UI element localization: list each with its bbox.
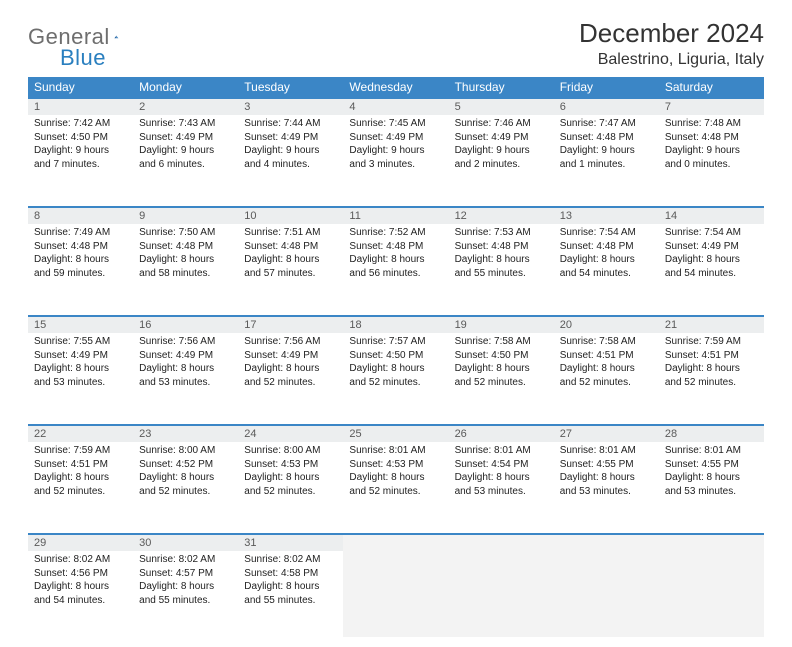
- day-number-cell: 1: [28, 98, 133, 115]
- weekday-header: Tuesday: [238, 77, 343, 98]
- day-number-cell: 17: [238, 316, 343, 333]
- day-number-cell: 15: [28, 316, 133, 333]
- day-cell: Sunrise: 7:50 AMSunset: 4:48 PMDaylight:…: [133, 224, 238, 310]
- day-cell: Sunrise: 7:47 AMSunset: 4:48 PMDaylight:…: [554, 115, 659, 201]
- day-cell: Sunrise: 7:54 AMSunset: 4:48 PMDaylight:…: [554, 224, 659, 310]
- day-number-cell: [449, 534, 554, 551]
- day-cell: Sunrise: 7:46 AMSunset: 4:49 PMDaylight:…: [449, 115, 554, 201]
- day-number-cell: 30: [133, 534, 238, 551]
- day-number-cell: 21: [659, 316, 764, 333]
- day-number-cell: 28: [659, 425, 764, 442]
- day-number-cell: 27: [554, 425, 659, 442]
- day-cell: Sunrise: 7:44 AMSunset: 4:49 PMDaylight:…: [238, 115, 343, 201]
- day-number-row: 293031: [28, 534, 764, 551]
- day-number-cell: 25: [343, 425, 448, 442]
- week-content-row: Sunrise: 7:59 AMSunset: 4:51 PMDaylight:…: [28, 442, 764, 528]
- day-number-cell: 31: [238, 534, 343, 551]
- day-number-cell: 18: [343, 316, 448, 333]
- day-cell: Sunrise: 7:43 AMSunset: 4:49 PMDaylight:…: [133, 115, 238, 201]
- day-number-cell: [659, 534, 764, 551]
- day-cell: Sunrise: 7:53 AMSunset: 4:48 PMDaylight:…: [449, 224, 554, 310]
- day-number-cell: 12: [449, 207, 554, 224]
- day-number-row: 15161718192021: [28, 316, 764, 333]
- location: Balestrino, Liguria, Italy: [579, 51, 764, 69]
- day-cell: [554, 551, 659, 637]
- day-cell: [449, 551, 554, 637]
- day-number-cell: 6: [554, 98, 659, 115]
- weekday-header: Sunday: [28, 77, 133, 98]
- day-number-cell: 29: [28, 534, 133, 551]
- day-number-cell: 2: [133, 98, 238, 115]
- day-cell: Sunrise: 8:00 AMSunset: 4:53 PMDaylight:…: [238, 442, 343, 528]
- day-cell: Sunrise: 7:56 AMSunset: 4:49 PMDaylight:…: [238, 333, 343, 419]
- weekday-header: Wednesday: [343, 77, 448, 98]
- logo-sail-icon: [114, 27, 119, 47]
- day-number-row: 22232425262728: [28, 425, 764, 442]
- day-cell: Sunrise: 7:45 AMSunset: 4:49 PMDaylight:…: [343, 115, 448, 201]
- day-number-cell: 26: [449, 425, 554, 442]
- day-cell: [343, 551, 448, 637]
- day-cell: Sunrise: 7:59 AMSunset: 4:51 PMDaylight:…: [659, 333, 764, 419]
- title-block: December 2024 Balestrino, Liguria, Italy: [579, 18, 764, 69]
- day-number-cell: 11: [343, 207, 448, 224]
- day-cell: Sunrise: 7:57 AMSunset: 4:50 PMDaylight:…: [343, 333, 448, 419]
- calendar-table: Sunday Monday Tuesday Wednesday Thursday…: [28, 77, 764, 637]
- day-number-cell: 20: [554, 316, 659, 333]
- calendar-body: 1234567Sunrise: 7:42 AMSunset: 4:50 PMDa…: [28, 98, 764, 637]
- day-cell: Sunrise: 7:52 AMSunset: 4:48 PMDaylight:…: [343, 224, 448, 310]
- day-cell: Sunrise: 7:56 AMSunset: 4:49 PMDaylight:…: [133, 333, 238, 419]
- day-cell: Sunrise: 7:54 AMSunset: 4:49 PMDaylight:…: [659, 224, 764, 310]
- weekday-header-row: Sunday Monday Tuesday Wednesday Thursday…: [28, 77, 764, 98]
- day-number-cell: 22: [28, 425, 133, 442]
- day-number-cell: 14: [659, 207, 764, 224]
- day-cell: Sunrise: 7:58 AMSunset: 4:51 PMDaylight:…: [554, 333, 659, 419]
- day-number-cell: 7: [659, 98, 764, 115]
- day-cell: Sunrise: 8:02 AMSunset: 4:57 PMDaylight:…: [133, 551, 238, 637]
- day-cell: Sunrise: 8:02 AMSunset: 4:58 PMDaylight:…: [238, 551, 343, 637]
- day-cell: Sunrise: 8:01 AMSunset: 4:53 PMDaylight:…: [343, 442, 448, 528]
- weekday-header: Monday: [133, 77, 238, 98]
- logo-text-blue: Blue: [30, 45, 106, 70]
- day-cell: Sunrise: 7:49 AMSunset: 4:48 PMDaylight:…: [28, 224, 133, 310]
- day-number-cell: 3: [238, 98, 343, 115]
- day-number-row: 891011121314: [28, 207, 764, 224]
- weekday-header: Saturday: [659, 77, 764, 98]
- week-content-row: Sunrise: 7:42 AMSunset: 4:50 PMDaylight:…: [28, 115, 764, 201]
- week-content-row: Sunrise: 7:55 AMSunset: 4:49 PMDaylight:…: [28, 333, 764, 419]
- day-number-row: 1234567: [28, 98, 764, 115]
- day-number-cell: 23: [133, 425, 238, 442]
- day-cell: Sunrise: 7:55 AMSunset: 4:49 PMDaylight:…: [28, 333, 133, 419]
- day-cell: Sunrise: 7:51 AMSunset: 4:48 PMDaylight:…: [238, 224, 343, 310]
- day-cell: [659, 551, 764, 637]
- day-number-cell: 8: [28, 207, 133, 224]
- day-cell: Sunrise: 8:00 AMSunset: 4:52 PMDaylight:…: [133, 442, 238, 528]
- day-number-cell: 4: [343, 98, 448, 115]
- day-cell: Sunrise: 8:01 AMSunset: 4:55 PMDaylight:…: [659, 442, 764, 528]
- day-number-cell: 9: [133, 207, 238, 224]
- day-number-cell: 16: [133, 316, 238, 333]
- day-number-cell: 5: [449, 98, 554, 115]
- calendar-page: General December 2024 Balestrino, Liguri…: [0, 0, 792, 647]
- day-number-cell: [343, 534, 448, 551]
- day-number-cell: 13: [554, 207, 659, 224]
- day-cell: Sunrise: 8:01 AMSunset: 4:55 PMDaylight:…: [554, 442, 659, 528]
- day-cell: Sunrise: 7:48 AMSunset: 4:48 PMDaylight:…: [659, 115, 764, 201]
- day-number-cell: [554, 534, 659, 551]
- week-content-row: Sunrise: 8:02 AMSunset: 4:56 PMDaylight:…: [28, 551, 764, 637]
- day-cell: Sunrise: 8:01 AMSunset: 4:54 PMDaylight:…: [449, 442, 554, 528]
- day-number-cell: 10: [238, 207, 343, 224]
- day-cell: Sunrise: 7:59 AMSunset: 4:51 PMDaylight:…: [28, 442, 133, 528]
- day-number-cell: 19: [449, 316, 554, 333]
- month-title: December 2024: [579, 18, 764, 49]
- day-cell: Sunrise: 7:58 AMSunset: 4:50 PMDaylight:…: [449, 333, 554, 419]
- weekday-header: Thursday: [449, 77, 554, 98]
- week-content-row: Sunrise: 7:49 AMSunset: 4:48 PMDaylight:…: [28, 224, 764, 310]
- day-number-cell: 24: [238, 425, 343, 442]
- day-cell: Sunrise: 7:42 AMSunset: 4:50 PMDaylight:…: [28, 115, 133, 201]
- day-cell: Sunrise: 8:02 AMSunset: 4:56 PMDaylight:…: [28, 551, 133, 637]
- weekday-header: Friday: [554, 77, 659, 98]
